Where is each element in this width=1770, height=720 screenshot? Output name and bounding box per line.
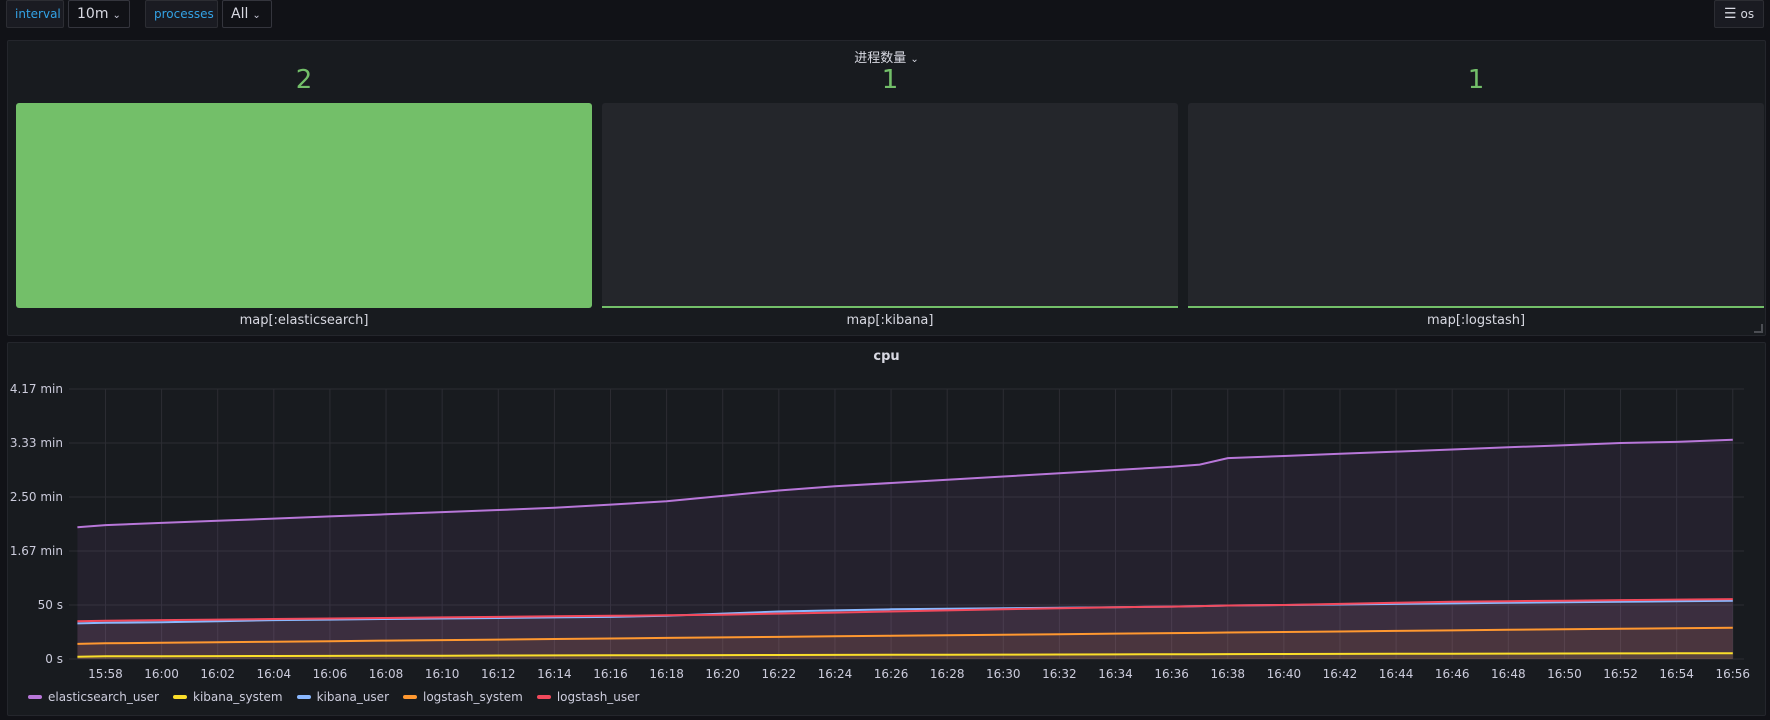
- process-count-panel: 进程数量 ⌄ 2 map[:elasticsearch] 1 map[:kiban…: [7, 40, 1766, 336]
- x-tick-label: 16:44: [1379, 667, 1414, 681]
- gauge-value-elasticsearch: 2: [295, 65, 313, 95]
- x-tick-label: 16:36: [1154, 667, 1189, 681]
- x-tick-label: 16:26: [874, 667, 909, 681]
- x-tick-label: 16:18: [649, 667, 684, 681]
- x-tick-label: 16:38: [1210, 667, 1245, 681]
- panel-title-text: 进程数量: [854, 51, 907, 66]
- x-tick-label: 15:58: [88, 667, 123, 681]
- gauge-value-logstash: 1: [1467, 65, 1485, 95]
- legend-swatch: [536, 694, 551, 699]
- panel-title[interactable]: 进程数量 ⌄: [8, 47, 1765, 66]
- y-tick-label: 4.17 min: [10, 382, 63, 396]
- x-tick-label: 16:56: [1715, 667, 1750, 681]
- legend-swatch: [296, 694, 311, 699]
- legend-label: elasticsearch_user: [48, 690, 159, 704]
- gauge-label-logstash: map[:logstash]: [1426, 313, 1526, 328]
- interval-value: 10m: [77, 6, 109, 22]
- legend-label: logstash_system: [423, 690, 523, 704]
- legend-swatch: [173, 694, 187, 699]
- x-tick-label: 16:34: [1098, 667, 1133, 681]
- legend-item-kibana_system[interactable]: kibana_system: [173, 690, 283, 704]
- legend-item-logstash_user[interactable]: logstash_user: [536, 690, 640, 704]
- x-tick-label: 16:42: [1323, 667, 1358, 681]
- chevron-down-icon: ⌄: [910, 54, 919, 65]
- variable-bar: interval 10m ⌄ processes All ⌄ ☰ os: [0, 0, 1770, 34]
- legend-item-logstash_system[interactable]: logstash_system: [403, 690, 523, 704]
- series-area-kibana_user: [77, 600, 1733, 659]
- gauge-label-kibana: map[:kibana]: [846, 313, 934, 328]
- os-label: os: [1740, 7, 1755, 21]
- menu-icon: ☰: [1723, 6, 1737, 22]
- x-tick-label: 16:46: [1435, 667, 1470, 681]
- os-row-menu-button[interactable]: ☰ os: [1714, 0, 1764, 28]
- panel-resize-handle[interactable]: [1754, 324, 1763, 333]
- legend-swatch: [28, 694, 42, 699]
- x-tick-label: 16:06: [313, 667, 348, 681]
- interval-variable-label: interval: [6, 0, 64, 28]
- x-tick-label: 16:32: [1042, 667, 1077, 681]
- gauge-bar-kibana: [602, 103, 1178, 308]
- gauge-label-elasticsearch: map[:elasticsearch]: [239, 313, 369, 328]
- y-tick-label: 0 s: [45, 652, 63, 666]
- x-tick-label: 16:10: [425, 667, 460, 681]
- x-tick-label: 16:54: [1659, 667, 1694, 681]
- series-line-kibana_system: [77, 652, 1733, 658]
- processes-dropdown[interactable]: All ⌄: [222, 0, 272, 28]
- legend-label: logstash_user: [556, 690, 640, 704]
- x-tick-label: 16:24: [818, 667, 853, 681]
- x-tick-label: 16:12: [481, 667, 516, 681]
- legend-swatch: [403, 694, 417, 699]
- processes-variable-label: processes: [145, 0, 218, 28]
- legend-label: kibana_system: [193, 690, 283, 704]
- gauge-bar-elasticsearch: [16, 103, 592, 308]
- y-tick-label: 50 s: [38, 598, 63, 612]
- y-tick-label: 3.33 min: [10, 436, 63, 450]
- series-area-logstash_system: [77, 627, 1733, 659]
- legend-item-kibana_user[interactable]: kibana_user: [296, 690, 389, 704]
- x-tick-label: 16:48: [1491, 667, 1526, 681]
- x-tick-label: 16:08: [369, 667, 404, 681]
- x-tick-label: 16:40: [1267, 667, 1302, 681]
- x-tick-label: 16:02: [200, 667, 235, 681]
- x-tick-label: 16:14: [537, 667, 572, 681]
- x-tick-label: 16:52: [1603, 667, 1638, 681]
- series-line-elasticsearch_user: [77, 438, 1733, 529]
- gauge-value-kibana: 1: [881, 65, 899, 95]
- x-tick-label: 16:28: [930, 667, 965, 681]
- y-tick-label: 1.67 min: [10, 544, 63, 558]
- x-tick-label: 16:00: [144, 667, 179, 681]
- x-tick-label: 16:20: [705, 667, 740, 681]
- interval-dropdown[interactable]: 10m ⌄: [68, 0, 130, 28]
- x-tick-label: 16:50: [1547, 667, 1582, 681]
- x-tick-label: 16:22: [762, 667, 797, 681]
- series-line-logstash_system: [77, 626, 1733, 645]
- chevron-down-icon: ⌄: [252, 10, 261, 21]
- x-tick-label: 16:16: [593, 667, 628, 681]
- processes-value: All: [231, 6, 249, 22]
- series-line-kibana_user: [77, 599, 1733, 625]
- cpu-panel-title[interactable]: cpu: [873, 349, 900, 364]
- chart-legend: elasticsearch_user kibana_system kibana_us…: [28, 690, 653, 706]
- gauge-bar-logstash: [1188, 103, 1764, 308]
- legend-item-elasticsearch_user[interactable]: elasticsearch_user: [28, 690, 159, 704]
- x-tick-label: 16:04: [257, 667, 292, 681]
- legend-label: kibana_user: [316, 690, 389, 704]
- y-tick-label: 2.50 min: [10, 490, 63, 504]
- x-tick-label: 16:30: [986, 667, 1021, 681]
- series-line-logstash_user: [77, 598, 1733, 623]
- series-area-logstash_user: [77, 599, 1733, 659]
- chevron-down-icon: ⌄: [112, 10, 121, 21]
- cpu-chart[interactable]: 0 s 50 s 1.67 min 2.50 min 3.33 min 4.17 min 1…: [0, 0, 1770, 690]
